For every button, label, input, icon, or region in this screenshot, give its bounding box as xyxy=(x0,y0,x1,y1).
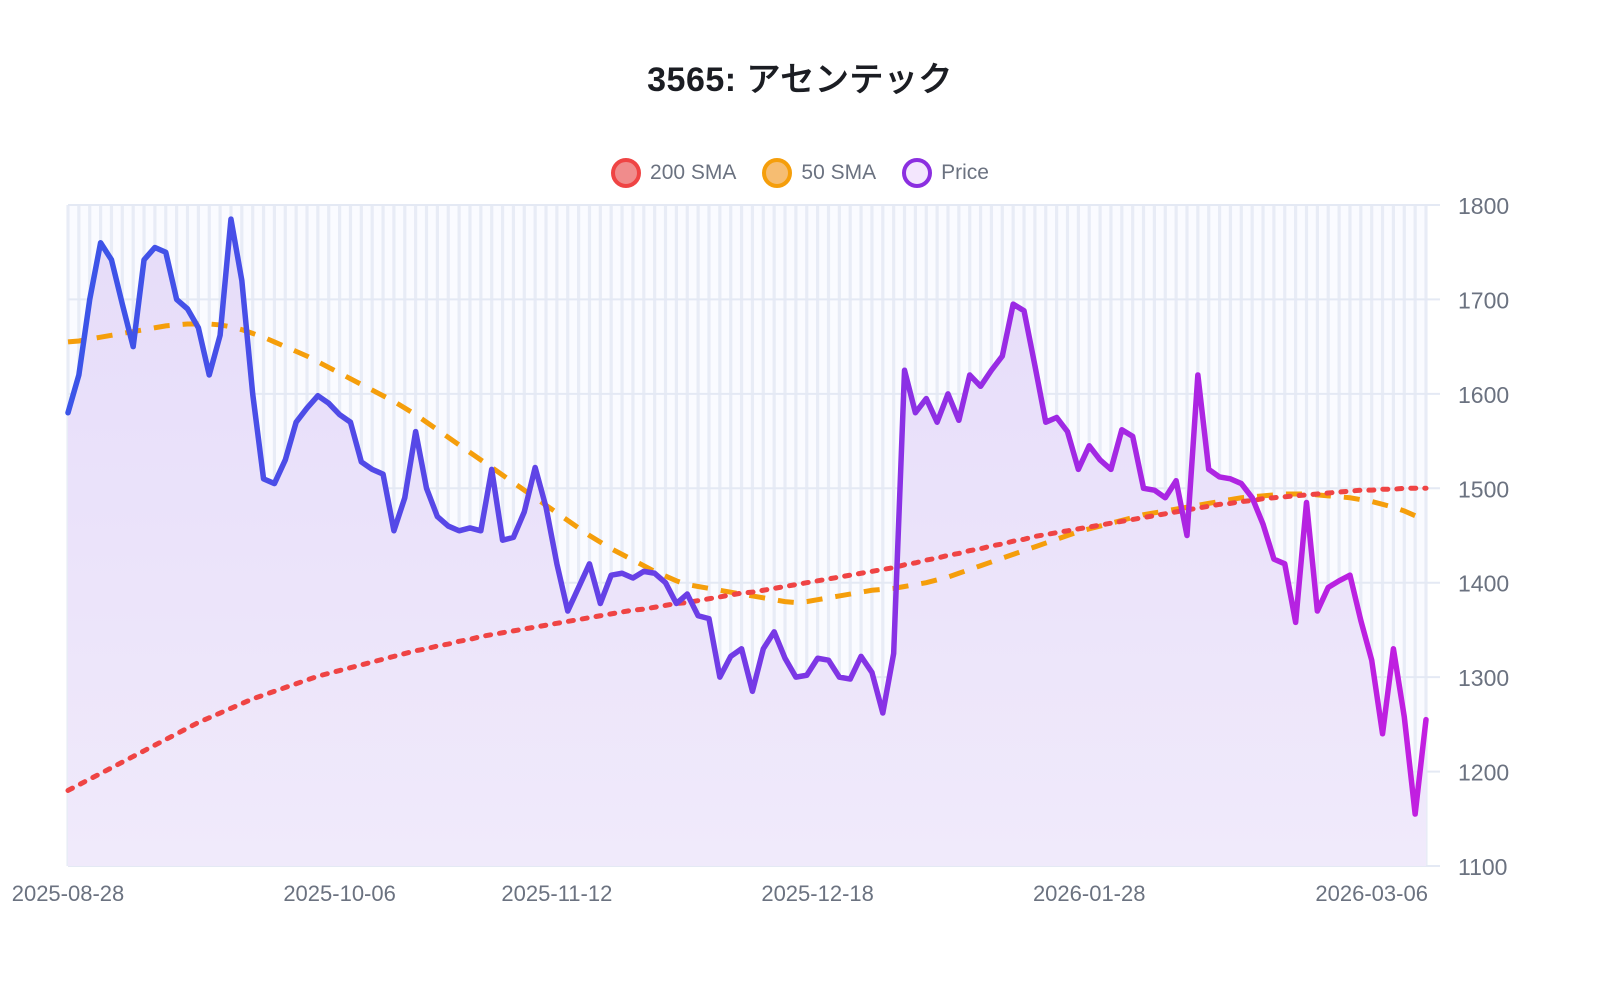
svg-text:2025-12-18: 2025-12-18 xyxy=(761,881,874,906)
svg-text:2025-11-12: 2025-11-12 xyxy=(501,881,612,906)
svg-text:2025-10-06: 2025-10-06 xyxy=(283,881,396,906)
legend-swatch-sma50 xyxy=(762,158,793,188)
legend-item-sma200[interactable]: 200 SMA xyxy=(611,158,736,188)
svg-text:1700: 1700 xyxy=(1458,287,1509,313)
series-line-price xyxy=(65,216,1429,817)
legend-label-price: Price xyxy=(941,161,989,184)
svg-text:1500: 1500 xyxy=(1458,476,1509,502)
svg-text:1600: 1600 xyxy=(1458,382,1509,408)
legend-label-sma200: 200 SMA xyxy=(650,161,737,184)
x-axis-ticks: 2025-08-28 2025-10-06 2025-11-12 2025-12-18… xyxy=(12,881,1428,906)
svg-text:2026-03-06: 2026-03-06 xyxy=(1315,881,1428,906)
legend-item-sma50[interactable]: 50 SMA xyxy=(762,158,876,188)
legend-item-price[interactable]: Price xyxy=(902,158,989,188)
svg-text:1300: 1300 xyxy=(1458,665,1509,691)
y-axis-ticks: 1100 1200 1300 1400 1500 1600 1700 1800 xyxy=(1458,193,1509,880)
page-title: 3565: アセンテック xyxy=(647,61,953,99)
svg-text:1100: 1100 xyxy=(1458,854,1507,880)
svg-text:2025-08-28: 2025-08-28 xyxy=(12,881,125,906)
legend-label-sma50: 50 SMA xyxy=(801,161,877,184)
series-line-sma200 xyxy=(65,485,1429,793)
svg-text:1400: 1400 xyxy=(1458,571,1509,597)
svg-text:1200: 1200 xyxy=(1458,760,1509,786)
chart-legend: 200 SMA 50 SMA Price xyxy=(0,158,1600,188)
series-lines xyxy=(65,216,1429,866)
legend-swatch-price xyxy=(902,158,933,188)
legend-swatch-sma200 xyxy=(611,158,642,188)
series-line-sma50 xyxy=(67,321,1428,606)
svg-text:1800: 1800 xyxy=(1458,193,1509,219)
price-area xyxy=(68,219,1426,866)
svg-text:2026-01-28: 2026-01-28 xyxy=(1033,881,1146,906)
